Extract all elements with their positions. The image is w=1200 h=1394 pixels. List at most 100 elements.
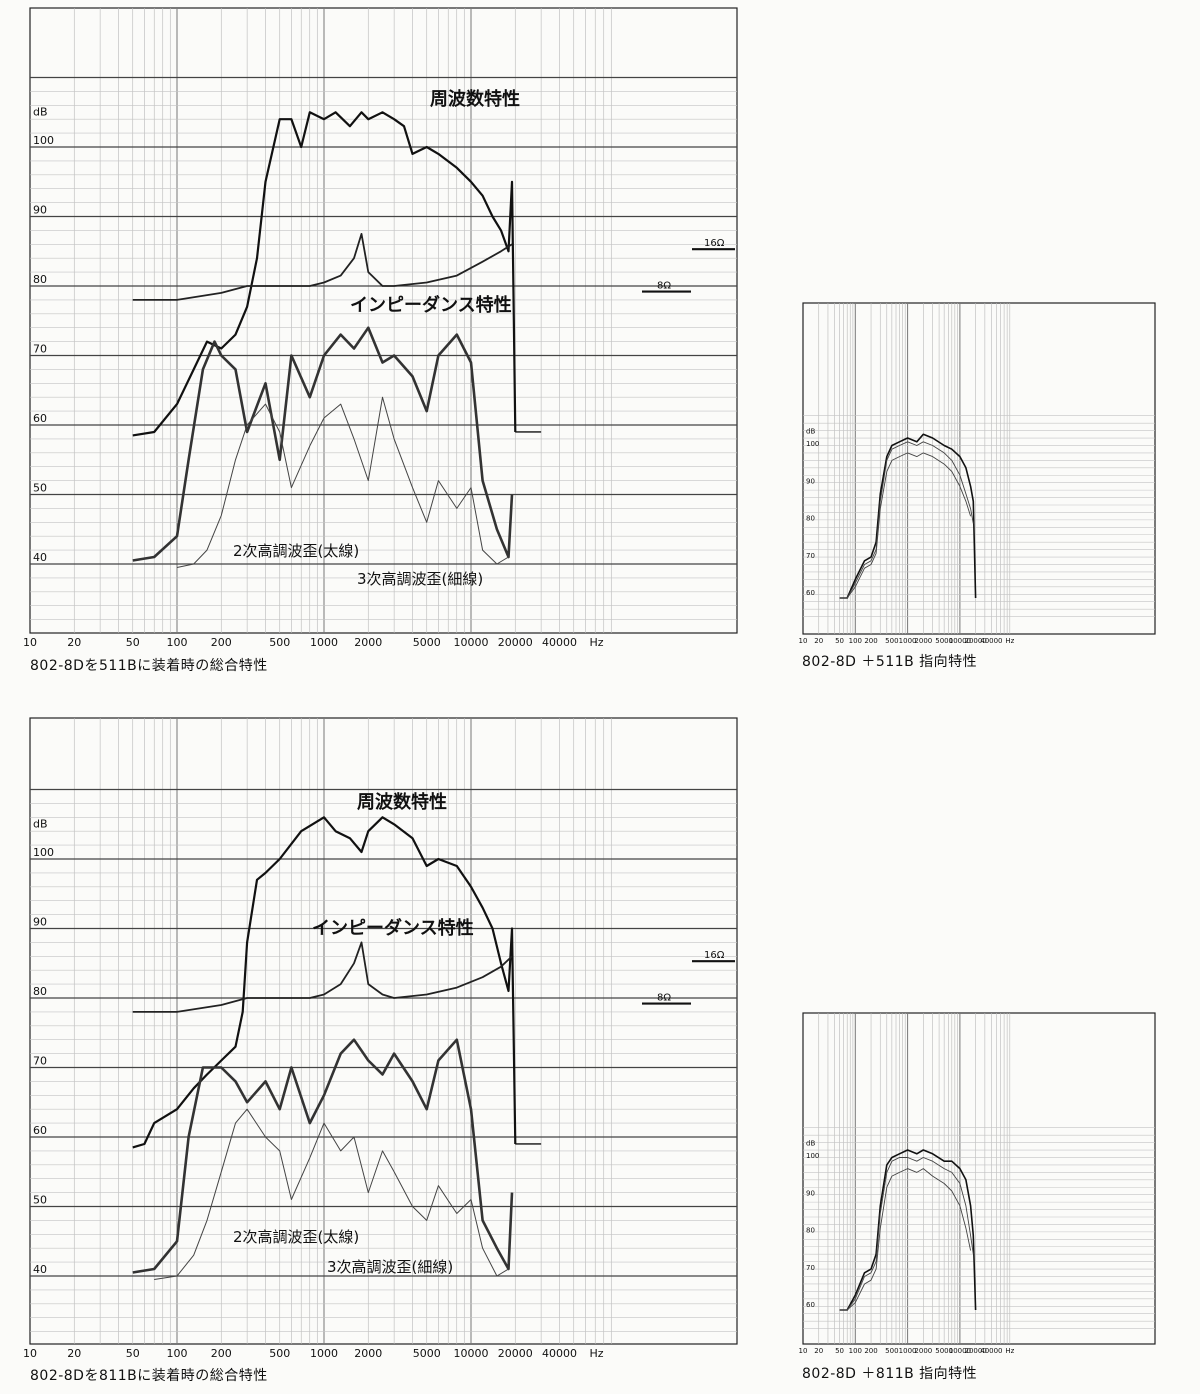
plot-frame: [802, 302, 1156, 635]
x-tick-label: 40000: [980, 637, 1002, 645]
x-axis-unit: Hz: [590, 1347, 604, 1360]
impedance-marker-8-label: 8Ω: [657, 993, 671, 1004]
x-tick-label: 500: [269, 1347, 290, 1360]
x-tick-label: 10000: [949, 637, 971, 645]
x-tick-label: 50: [126, 1347, 140, 1360]
series-line-1: [132, 816, 517, 1149]
x-tick-label: 10: [23, 636, 37, 649]
impedance-marker-8-label: 8Ω: [657, 281, 671, 292]
x-tick-label: 5000: [413, 636, 441, 649]
y-tick-label: 50: [33, 1194, 47, 1207]
y-tick-label: 70: [33, 343, 47, 356]
annotation-frequency-response: 周波数特性: [357, 791, 447, 813]
x-tick-label: 20: [67, 1347, 81, 1360]
y-tick-label: 90: [33, 204, 47, 217]
x-tick-label: 200: [211, 1347, 232, 1360]
y-tick-label: 100: [806, 1152, 819, 1160]
chart-panel-1: 40 50 60 70 80 90 100 dB 10 20 50 100 200 500 1000 2000…: [23, 7, 738, 649]
x-tick-label: 20000: [498, 636, 533, 649]
chart-caption-3: 802-8Dを811Bに装着時の総合特性: [30, 1368, 268, 1384]
y-axis-unit: dB: [806, 428, 815, 436]
x-tick-label: 1000: [899, 637, 917, 645]
x-tick-label: 10: [799, 637, 808, 645]
x-tick-label: 200: [864, 1347, 877, 1355]
y-tick-label: 80: [806, 1227, 815, 1235]
y-tick-label: 60: [806, 1301, 815, 1309]
series-line-1: [839, 1149, 977, 1311]
x-tick-label: 5000: [935, 637, 953, 645]
annotation-3rd-harmonic: 3次高調波歪(細線): [357, 570, 483, 588]
x-tick-label: 2000: [354, 636, 382, 649]
x-tick-label: 2000: [354, 1347, 382, 1360]
series-line-4: [176, 396, 509, 568]
x-tick-label: 500: [885, 1347, 898, 1355]
series-line-2: [132, 941, 513, 1013]
x-tick-label: 40000: [542, 636, 577, 649]
x-tick-label: 100: [167, 636, 188, 649]
annotation-2nd-harmonic: 2次高調波歪(太線): [233, 1228, 359, 1246]
series-line-2: [132, 232, 513, 301]
x-tick-label: 100: [167, 1347, 188, 1360]
y-tick-label: 60: [33, 412, 47, 425]
x-tick-label: 10000: [454, 636, 489, 649]
x-tick-label: 40000: [542, 1347, 577, 1360]
x-tick-label: 50: [126, 636, 140, 649]
y-tick-label: 80: [33, 273, 47, 286]
y-tick-label: 100: [33, 134, 54, 147]
y-tick-label: 90: [806, 477, 815, 485]
plot-frame: [29, 717, 738, 1345]
x-tick-label: 2000: [914, 1347, 932, 1355]
plot-frame: [29, 7, 738, 634]
y-tick-label: 100: [33, 846, 54, 859]
y-tick-label: 60: [806, 589, 815, 597]
y-tick-label: 80: [33, 985, 47, 998]
x-axis-unit: Hz: [590, 636, 604, 649]
x-tick-label: 200: [211, 636, 232, 649]
x-tick-label: 10: [23, 1347, 37, 1360]
y-tick-label: 40: [33, 1263, 47, 1276]
y-tick-label: 70: [806, 1264, 815, 1272]
x-tick-label: 10000: [454, 1347, 489, 1360]
series-line-3: [132, 326, 514, 562]
x-tick-label: 20000: [965, 637, 987, 645]
x-tick-label: 20: [814, 637, 823, 645]
y-tick-label: 100: [806, 440, 819, 448]
y-tick-label: 80: [806, 515, 815, 523]
x-axis-unit: Hz: [1005, 637, 1014, 645]
series-line-2: [839, 441, 974, 599]
annotation-impedance: インピーダンス特性: [350, 294, 512, 316]
series-line-1: [839, 433, 977, 599]
chart-caption-4: 802-8D ＋811B 指向特性: [802, 1366, 978, 1382]
series-line-3: [132, 1038, 514, 1274]
x-tick-label: 20: [814, 1347, 823, 1355]
x-tick-label: 500: [269, 636, 290, 649]
y-axis-unit: dB: [33, 817, 48, 830]
x-tick-label: 40000: [980, 1347, 1002, 1355]
x-tick-label: 100: [849, 637, 862, 645]
series-line-3: [839, 1168, 972, 1311]
x-tick-label: 50: [835, 637, 844, 645]
x-tick-label: 20000: [498, 1347, 533, 1360]
x-tick-label: 100: [849, 1347, 862, 1355]
chart-panel-3: 40 50 60 70 80 90 100 dB 10 20 50 100 200 500 1000 2000…: [23, 717, 738, 1360]
x-tick-label: 1000: [899, 1347, 917, 1355]
chart-caption-1: 802-8Dを511Bに装着時の総合特性: [30, 658, 268, 674]
annotation-3rd-harmonic: 3次高調波歪(細線): [327, 1258, 453, 1276]
x-tick-label: 10: [799, 1347, 808, 1355]
annotation-2nd-harmonic: 2次高調波歪(太線): [233, 542, 359, 560]
y-tick-label: 70: [806, 552, 815, 560]
y-axis-unit: dB: [33, 105, 48, 118]
annotation-frequency-response: 周波数特性: [430, 88, 520, 110]
x-tick-label: 5000: [935, 1347, 953, 1355]
y-tick-label: 40: [33, 551, 47, 564]
impedance-marker-16-label: 16Ω: [704, 950, 725, 961]
series-line-3: [839, 452, 972, 599]
x-tick-label: 20: [67, 636, 81, 649]
y-axis-unit: dB: [806, 1140, 815, 1148]
x-tick-label: 10000: [949, 1347, 971, 1355]
annotation-impedance: インピーダンス特性: [312, 917, 474, 939]
x-tick-label: 1000: [310, 636, 338, 649]
x-tick-label: 2000: [914, 637, 932, 645]
